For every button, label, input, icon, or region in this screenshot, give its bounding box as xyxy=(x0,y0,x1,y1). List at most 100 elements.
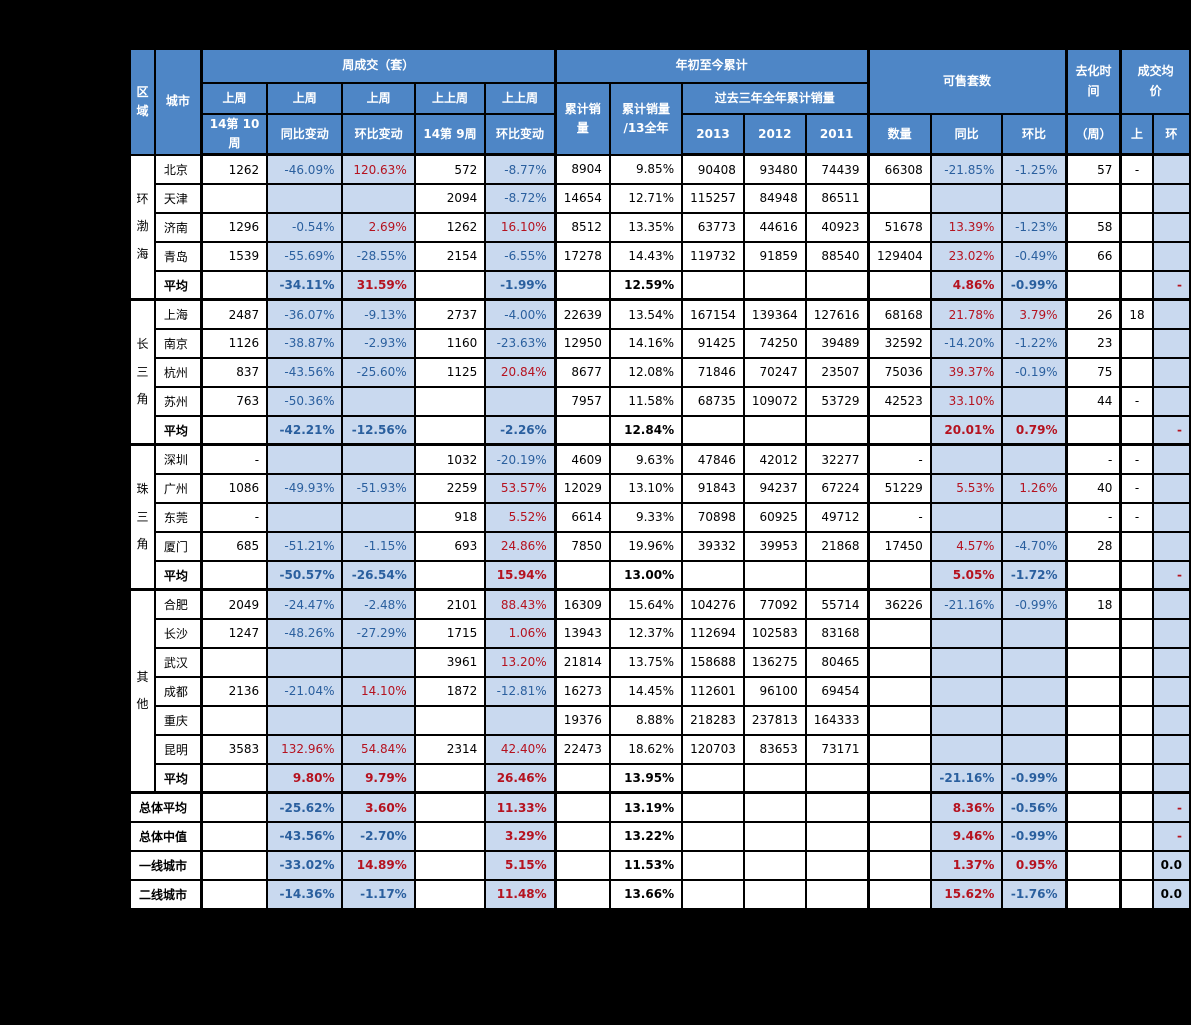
cell-price-last: - xyxy=(1119,472,1154,504)
cell-week-previous xyxy=(413,704,487,736)
cell-cumulative-vs-2013: 11.53% xyxy=(608,849,684,881)
table-row: 广州 1086 -49.93% -51.93% 2259 53.57% 12029 13.10… xyxy=(130,472,1191,504)
cell-week-previous: 572 xyxy=(413,153,487,185)
cell-year-2013 xyxy=(681,849,745,881)
header-cell: 可售套数 xyxy=(866,48,1068,115)
cell-cumulative-vs-2013: 12.59% xyxy=(608,269,684,301)
cell-yoy-change: -50.36% xyxy=(266,385,344,417)
cell-cumulative-vs-2013: 13.66% xyxy=(608,878,684,910)
cell-wow-change: -2.48% xyxy=(341,588,416,620)
cell-clearance-weeks: - xyxy=(1064,443,1122,475)
cell-price-last xyxy=(1119,646,1154,678)
cell-year-2012: 83653 xyxy=(742,733,807,765)
cell-sellable-qty: 32592 xyxy=(866,327,932,359)
row-label: 武汉 xyxy=(153,646,203,678)
cell-cumulative-vs-2013: 11.58% xyxy=(608,385,684,417)
cell-wow-change: -28.55% xyxy=(341,240,416,272)
cell-year-2011: 73171 xyxy=(804,733,870,765)
cell-sellable-yoy: 1.37% xyxy=(929,849,1004,881)
row-label: 二线城市 xyxy=(129,878,203,910)
cell-cumulative-vs-2013: 12.71% xyxy=(608,182,684,214)
row-label: 重庆 xyxy=(153,704,203,736)
cell-sellable-yoy xyxy=(929,646,1004,678)
cell-week-current xyxy=(199,820,269,852)
table-row: 济南 1296 -0.54% 2.69% 1262 16.10% 8512 13.35% 637… xyxy=(130,211,1191,243)
cell-sellable-qty: 51229 xyxy=(866,472,932,504)
cell-cumulative-sales xyxy=(553,791,611,823)
cell-week-previous xyxy=(413,791,487,823)
cell-year-2013: 115257 xyxy=(681,182,745,214)
header-cell: 上 xyxy=(1119,113,1154,157)
cell-sellable-wow xyxy=(1001,385,1068,417)
cell-yoy-change: -24.47% xyxy=(266,588,344,620)
header-row: 区 域城市 周成交（套） 年初至今累计 可售套数 去化时 间成交均 价 xyxy=(129,48,1191,156)
cell-sellable-yoy: -21.85% xyxy=(929,153,1004,185)
cell-clearance-weeks xyxy=(1064,704,1122,736)
row-label: 总体中值 xyxy=(129,820,203,852)
cell-price-wow xyxy=(1151,704,1191,736)
cell-cumulative-sales: 16273 xyxy=(553,675,611,707)
header-cell: 城市 xyxy=(153,48,203,156)
cell-yoy-change: 132.96% xyxy=(266,733,344,765)
cell-yoy-change: -14.36% xyxy=(266,878,344,910)
cell-price-last: 18 xyxy=(1119,298,1154,330)
cell-cumulative-vs-2013: 13.75% xyxy=(608,646,684,678)
cell-year-2012: 109072 xyxy=(742,385,807,417)
table-row: 平均 -34.11% 31.59% -1.99% 12.59% 4.86% -0.99% - xyxy=(130,269,1191,301)
cell-wow-change-prev: 5.52% xyxy=(484,501,557,533)
cell-year-2011 xyxy=(804,849,870,881)
row-label: 昆明 xyxy=(153,733,203,765)
cell-wow-change-prev: -12.81% xyxy=(484,675,557,707)
cell-year-2011: 86511 xyxy=(804,182,870,214)
cell-year-2013: 70898 xyxy=(681,501,745,533)
cell-wow-change: 14.89% xyxy=(341,849,416,881)
cell-price-wow: - xyxy=(1151,791,1191,823)
cell-year-2013: 47846 xyxy=(681,443,745,475)
cell-sellable-yoy xyxy=(929,675,1004,707)
cell-sellable-wow xyxy=(1001,617,1068,649)
cell-week-current: 1247 xyxy=(199,617,269,649)
cell-week-current: 763 xyxy=(199,385,269,417)
cell-wow-change-prev: 3.29% xyxy=(484,820,557,852)
cell-cumulative-vs-2013: 15.64% xyxy=(608,588,684,620)
cell-sellable-wow: -0.19% xyxy=(1001,356,1068,388)
cell-sellable-wow: 3.79% xyxy=(1001,298,1068,330)
cell-wow-change: -9.13% xyxy=(341,298,416,330)
cell-wow-change-prev: 20.84% xyxy=(484,356,557,388)
cell-wow-change-prev: -6.55% xyxy=(484,240,557,272)
table-row: 杭州 837 -43.56% -25.60% 1125 20.84% 8677 12.08% 7… xyxy=(130,356,1191,388)
cell-week-previous: 693 xyxy=(413,530,487,562)
cell-week-previous: 1160 xyxy=(413,327,487,359)
cell-week-previous xyxy=(413,385,487,417)
cell-sellable-qty xyxy=(866,182,932,214)
cell-week-current: 1262 xyxy=(199,153,269,185)
cell-cumulative-sales: 21814 xyxy=(553,646,611,678)
cell-cumulative-sales: 22473 xyxy=(553,733,611,765)
cell-year-2012: 39953 xyxy=(742,530,807,562)
cell-yoy-change: -46.09% xyxy=(266,153,344,185)
cell-year-2011: 53729 xyxy=(804,385,870,417)
cell-sellable-yoy: -21.16% xyxy=(929,762,1004,794)
row-label: 青岛 xyxy=(153,240,203,272)
cell-year-2012 xyxy=(742,559,807,591)
cell-sellable-yoy: 5.05% xyxy=(929,559,1004,591)
cell-week-current xyxy=(199,269,269,301)
cell-cumulative-sales: 14654 xyxy=(553,182,611,214)
cell-cumulative-sales xyxy=(553,559,611,591)
cell-week-current: 3583 xyxy=(199,733,269,765)
cell-yoy-change xyxy=(266,501,344,533)
cell-yoy-change: -42.21% xyxy=(266,414,344,446)
cell-sellable-qty xyxy=(866,791,932,823)
cell-cumulative-sales xyxy=(553,762,611,794)
cell-clearance-weeks xyxy=(1064,791,1122,823)
header-cell: 周成交（套） xyxy=(199,48,557,84)
table-row: 昆明 3583 132.96% 54.84% 2314 42.40% 22473 18.62%… xyxy=(130,733,1191,765)
cell-wow-change: 54.84% xyxy=(341,733,416,765)
cell-year-2012: 139364 xyxy=(742,298,807,330)
cell-sellable-qty: 129404 xyxy=(866,240,932,272)
header-cell: 去化时 间 xyxy=(1064,48,1122,115)
row-label: 厦门 xyxy=(153,530,203,562)
cell-sellable-yoy: 39.37% xyxy=(929,356,1004,388)
cell-week-previous xyxy=(413,559,487,591)
cell-yoy-change: -34.11% xyxy=(266,269,344,301)
